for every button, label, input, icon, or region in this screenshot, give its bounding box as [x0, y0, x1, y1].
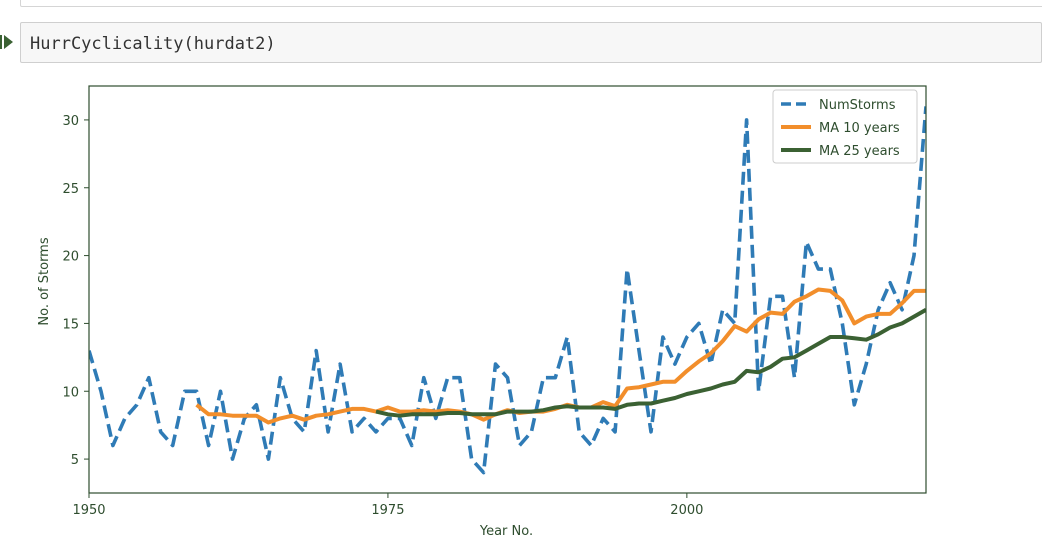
y-tick-label: 15 — [62, 317, 79, 332]
y-axis-label: No. of Storms — [37, 237, 52, 325]
y-tick-label: 30 — [62, 114, 79, 129]
plot-lines — [89, 106, 926, 475]
legend-label: MA 10 years — [819, 121, 900, 136]
code-line: HurrCyclicality(hurdat2) — [30, 34, 276, 54]
plot-frame — [88, 85, 927, 494]
previous-cell-border — [20, 0, 1042, 7]
y-tick-label: 10 — [62, 385, 79, 400]
x-tick-label: 1975 — [371, 503, 404, 518]
legend-label: MA 25 years — [819, 144, 900, 159]
y-tick-label: 5 — [71, 453, 79, 468]
cell-output: 5 10 15 20 25 30 1950 1975 2000 Year No. No. of St… — [0, 70, 1042, 544]
legend-label: NumStorms — [819, 98, 896, 113]
run-cell-icon[interactable] — [0, 34, 14, 50]
y-tick-label: 25 — [62, 182, 79, 197]
x-axis-label: Year No. — [479, 524, 533, 539]
legend-box — [772, 89, 918, 164]
x-tick-label: 2000 — [670, 503, 703, 518]
series-line-ma-25-years — [375, 308, 926, 418]
series-line-numstorms — [89, 106, 926, 475]
y-tick-label: 20 — [62, 250, 79, 265]
code-input-cell[interactable]: HurrCyclicality(hurdat2) — [20, 22, 1042, 63]
x-tick-label: 1950 — [72, 503, 105, 518]
storm-chart: 5 10 15 20 25 30 1950 1975 2000 Year No. No. of St… — [37, 85, 927, 539]
